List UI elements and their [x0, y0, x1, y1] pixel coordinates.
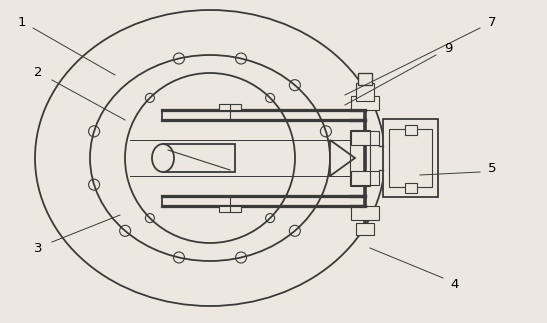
Bar — [351, 96, 379, 110]
Bar — [383, 119, 438, 197]
Ellipse shape — [152, 144, 174, 172]
Bar — [358, 73, 372, 85]
Text: 9: 9 — [444, 41, 452, 55]
Text: 7: 7 — [488, 16, 496, 28]
Bar — [350, 130, 370, 186]
Bar — [163, 144, 235, 172]
Polygon shape — [330, 140, 355, 176]
Bar — [404, 183, 416, 193]
Bar — [351, 206, 379, 220]
Bar — [389, 129, 432, 187]
Bar — [356, 223, 374, 235]
Bar — [219, 206, 241, 212]
Bar — [219, 104, 241, 110]
Text: 4: 4 — [451, 277, 459, 290]
Bar — [351, 171, 379, 185]
Bar — [356, 83, 374, 101]
Text: 5: 5 — [488, 162, 496, 174]
Text: 2: 2 — [34, 66, 42, 78]
Bar — [404, 125, 416, 135]
Bar — [351, 131, 379, 145]
Text: 3: 3 — [34, 242, 42, 255]
Text: 1: 1 — [18, 16, 26, 28]
